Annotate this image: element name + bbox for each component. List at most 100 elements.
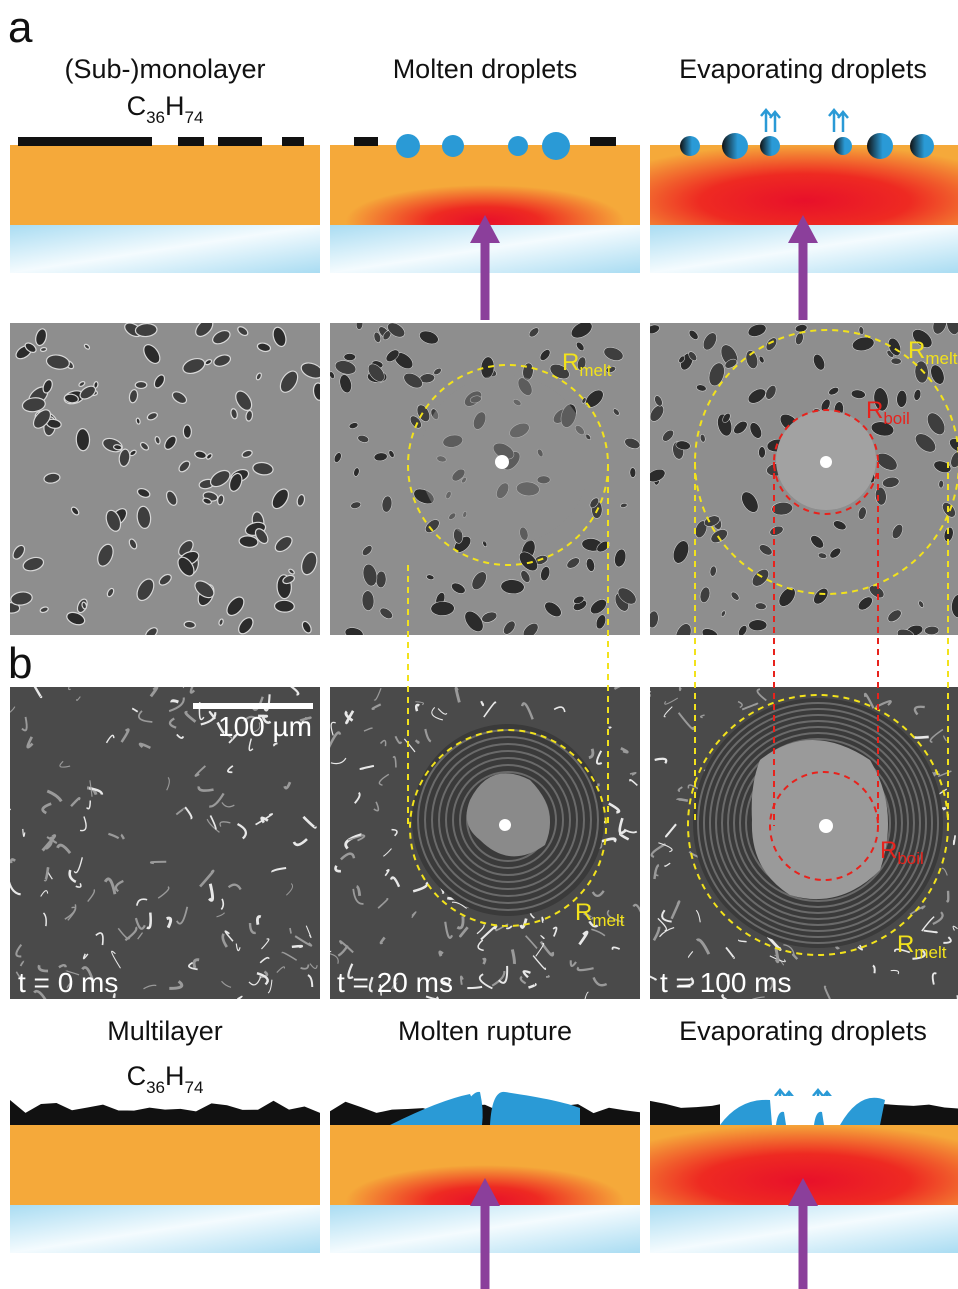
droplet: [442, 135, 464, 157]
text-part: R: [575, 899, 592, 926]
crystal-edge: [914, 737, 928, 738]
element: C: [127, 1061, 147, 1091]
particle: [113, 444, 122, 450]
time-label: t = 0 ms: [18, 967, 118, 998]
text-part: boil: [883, 409, 909, 428]
formula: C36H74: [127, 1061, 204, 1097]
vapor-arrow: [761, 110, 780, 132]
droplet: [542, 132, 570, 160]
droplet: [910, 134, 934, 158]
particle: [431, 601, 455, 616]
island: [58, 137, 92, 146]
count: 36: [146, 108, 165, 127]
text-part: boil: [897, 849, 923, 868]
count: 74: [185, 108, 204, 127]
particle: [939, 480, 944, 488]
scale-label: 100 µm: [218, 711, 312, 742]
droplet: [867, 133, 893, 159]
particle: [891, 358, 902, 365]
crystal-edge: [680, 683, 681, 691]
film: [330, 1102, 640, 1125]
hot-spot: [820, 456, 832, 468]
panel-label: b: [8, 639, 32, 688]
heat-layer: [10, 1125, 320, 1205]
hot-spot: [499, 819, 511, 831]
text-part: melt: [579, 361, 611, 380]
particle: [759, 447, 766, 458]
count: 36: [146, 1078, 165, 1097]
hot-spot: [819, 819, 833, 833]
page: a b (Sub-)monolayer C36H74 Molten drople…: [0, 0, 958, 1289]
panel-label: a: [8, 3, 33, 52]
island: [590, 137, 616, 146]
column-title: (Sub-)monolayer: [64, 54, 265, 84]
time-label: t = 20 ms: [337, 967, 453, 998]
melt-pool: [752, 740, 888, 899]
heat-layer: [650, 145, 958, 225]
island: [120, 137, 144, 146]
count: 74: [185, 1078, 204, 1097]
crystal-edge: [467, 987, 482, 988]
film: [10, 1100, 320, 1125]
element: C: [127, 91, 147, 121]
text-part: melt: [914, 943, 946, 962]
droplet: [834, 137, 852, 155]
island: [218, 137, 262, 146]
crystal-edge: [609, 727, 611, 728]
text-part: R: [866, 397, 883, 424]
text-part: R: [908, 337, 925, 364]
island: [282, 137, 304, 146]
droplet: [680, 136, 700, 156]
particle: [344, 353, 356, 360]
droplet: [722, 133, 748, 159]
crystal-edge: [320, 949, 330, 952]
crystal-edge: [191, 680, 195, 692]
text-part: R: [880, 837, 897, 864]
crystal-edge: [292, 946, 302, 947]
text-part: melt: [592, 911, 624, 930]
island: [354, 137, 378, 146]
formula: C36H74: [127, 91, 204, 127]
text-part: R: [562, 349, 579, 376]
column-title: Evaporating droplets: [679, 54, 927, 84]
particle: [749, 620, 767, 631]
crystal-edge: [172, 701, 179, 703]
crystal-edge: [290, 928, 291, 934]
glass-layer: [10, 1205, 320, 1253]
column-title: Evaporating droplets: [679, 1016, 927, 1046]
element: H: [165, 91, 185, 121]
droplet: [396, 134, 420, 158]
drawing: [2, 110, 958, 1289]
heat-layer: [10, 145, 320, 225]
melt: [490, 1092, 580, 1125]
crystal-edge: [776, 948, 778, 962]
droplet: [508, 136, 528, 156]
column-title: Multilayer: [107, 1016, 223, 1046]
element: H: [165, 1061, 185, 1091]
particle: [135, 381, 147, 388]
text-part: melt: [925, 349, 957, 368]
hot-spot: [495, 455, 509, 469]
particle: [93, 381, 98, 388]
crystal-edge: [947, 891, 948, 902]
time-label: t = 100 ms: [660, 967, 792, 998]
crystal-edge: [180, 677, 183, 687]
droplet: [760, 136, 780, 156]
column-title: Molten rupture: [398, 1016, 572, 1046]
heat-layer: [330, 145, 640, 225]
crystal-edge: [677, 799, 687, 800]
particle: [76, 428, 90, 451]
crystal-edge: [542, 917, 543, 922]
crystal-edge: [646, 691, 650, 696]
glass-layer: [10, 225, 320, 273]
particle: [183, 425, 191, 438]
column-title: Molten droplets: [393, 54, 578, 84]
scale-bar: [193, 703, 313, 709]
vapor-arrow: [829, 110, 848, 132]
particle: [630, 468, 636, 478]
figure: a b (Sub-)monolayer C36H74 Molten drople…: [0, 0, 958, 1289]
island: [178, 137, 204, 146]
text-part: R: [897, 931, 914, 958]
particle: [40, 347, 47, 352]
particle: [274, 600, 294, 612]
